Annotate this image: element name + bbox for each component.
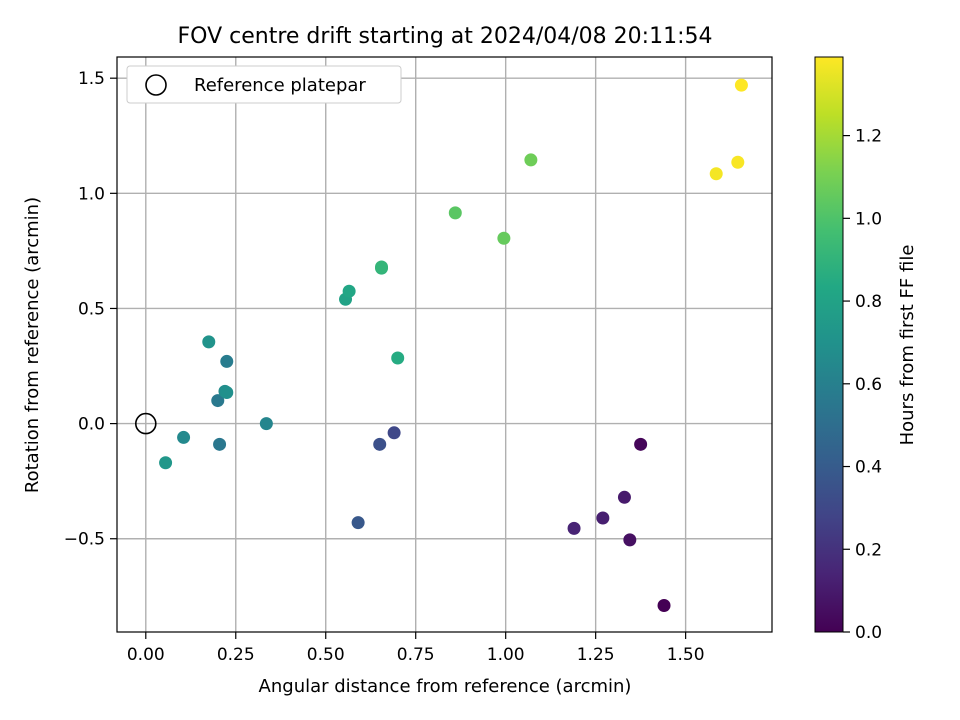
y-tick-label: 0.5 <box>78 299 105 319</box>
data-point <box>524 153 538 167</box>
data-point <box>351 516 365 530</box>
x-axis-ticks: 0.00 0.25 0.50 0.75 1.00 1.25 1.50 <box>127 632 705 665</box>
data-point <box>177 430 191 444</box>
colorbar-ticks: 0.0 0.2 0.4 0.6 0.8 1.0 1.2 <box>843 127 882 643</box>
reference-marker <box>134 412 157 435</box>
x-tick-label: 0.50 <box>307 645 345 665</box>
legend: Reference platepar <box>126 65 402 104</box>
data-point <box>202 335 216 349</box>
data-points <box>159 78 748 613</box>
data-point <box>634 437 648 451</box>
data-point <box>596 511 610 525</box>
data-point <box>617 490 631 504</box>
data-point <box>259 417 273 431</box>
y-tick-label: 0.0 <box>78 415 105 435</box>
y-tick-label: −0.5 <box>64 530 105 550</box>
data-point <box>220 386 234 400</box>
legend-box <box>126 65 402 104</box>
x-tick-label: 1.50 <box>667 645 705 665</box>
legend-label: Reference platepar <box>194 75 366 96</box>
colorbar-label: Hours from first FF file <box>897 245 918 446</box>
x-tick-label: 1.25 <box>577 645 615 665</box>
y-axis-label: Rotation from reference (arcmin) <box>22 197 43 493</box>
data-point <box>159 456 173 470</box>
data-point <box>375 260 389 274</box>
data-point <box>448 206 462 220</box>
colorbar-tick-label: 0.0 <box>855 623 882 643</box>
y-tick-label: 1.5 <box>78 69 105 89</box>
chart-title: FOV centre drift starting at 2024/04/08 … <box>178 24 713 49</box>
data-point <box>623 533 637 547</box>
y-tick-label: 1.0 <box>78 184 105 204</box>
legend-marker <box>145 74 167 96</box>
colorbar-tick-label: 0.6 <box>855 375 882 395</box>
grid-lines <box>117 57 772 632</box>
x-tick-label: 0.75 <box>397 645 435 665</box>
colorbar <box>814 56 844 633</box>
data-point <box>567 521 581 535</box>
data-point <box>213 437 227 451</box>
colorbar-tick-label: 1.0 <box>855 209 882 229</box>
data-point <box>387 426 401 440</box>
data-point <box>211 394 225 408</box>
data-point <box>220 354 234 368</box>
data-point <box>709 167 723 181</box>
x-tick-label: 1.00 <box>487 645 525 665</box>
data-point <box>373 437 387 451</box>
data-point <box>731 155 745 169</box>
data-point <box>497 231 511 245</box>
colorbar-tick-label: 1.2 <box>855 127 882 147</box>
colorbar-tick-label: 0.2 <box>855 540 882 560</box>
x-tick-label: 0.00 <box>127 645 165 665</box>
colorbar-tick-label: 0.4 <box>855 458 882 478</box>
x-tick-label: 0.25 <box>217 645 255 665</box>
data-point <box>342 284 356 298</box>
plot-frame <box>116 56 773 633</box>
data-point <box>734 78 748 92</box>
y-axis-ticks: −0.5 0.0 0.5 1.0 1.5 <box>64 69 117 550</box>
x-axis-label: Angular distance from reference (arcmin) <box>259 676 632 697</box>
data-point <box>657 599 671 613</box>
data-point <box>391 351 405 365</box>
colorbar-tick-label: 0.8 <box>855 292 882 312</box>
